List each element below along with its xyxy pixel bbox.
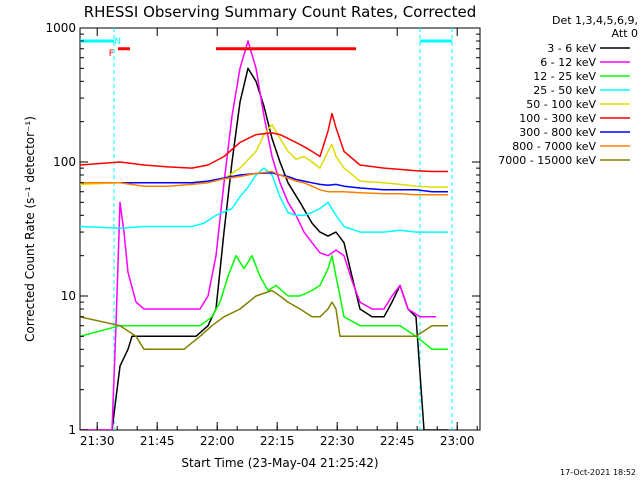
x-tick-label: 22:30 xyxy=(320,434,355,448)
footer-stamp: 17-Oct-2021 18:52 xyxy=(560,468,636,477)
legend-entry-label: 100 - 300 keV xyxy=(519,112,596,125)
legend-entry-label: 50 - 100 keV xyxy=(526,98,596,111)
x-tick-label: 22:15 xyxy=(260,434,295,448)
legend-entry-label: 12 - 25 keV xyxy=(533,70,596,83)
legend-header: Det 1,3,4,5,6,9, xyxy=(552,14,638,27)
series-line-100-300-kev xyxy=(80,112,448,173)
x-tick-label: 22:45 xyxy=(380,434,415,448)
series-line-25-50-kev xyxy=(80,167,448,233)
y-tick-label: 1000 xyxy=(45,21,76,35)
legend-entry-label: 6 - 12 keV xyxy=(540,56,596,69)
legend-entry-label: 7000 - 15000 keV xyxy=(498,154,596,167)
y-axis-label: Corrected Count Rate (s⁻¹ detector⁻¹) xyxy=(23,116,37,342)
chart-title: RHESSI Observing Summary Count Rates, Co… xyxy=(84,3,477,21)
flare-label: F xyxy=(109,49,114,59)
legend-entry-label: 800 - 7000 keV xyxy=(512,140,596,153)
legend-header: Att 0 xyxy=(612,27,638,40)
plot-area: NF 1 10 100 1000 21:30 21:45 22:00 22:15 22:30 2… xyxy=(45,21,481,448)
legend-entry-label: 25 - 50 keV xyxy=(533,84,596,97)
y-tick-label: 1 xyxy=(68,423,76,437)
x-tick-label: 23:00 xyxy=(440,434,475,448)
legend-entry-label: 3 - 6 keV xyxy=(547,42,596,55)
series-line-300-800-kev xyxy=(80,172,448,193)
series-line-7000-15000-kev xyxy=(80,289,448,351)
x-tick-label: 22:00 xyxy=(200,434,235,448)
series-line-800-7000-kev xyxy=(80,170,448,196)
x-tick-label: 21:30 xyxy=(80,434,115,448)
x-axis-label: Start Time (23-May-04 21:25:42) xyxy=(181,456,378,470)
y-tick-label: 100 xyxy=(53,155,76,169)
night-label: N xyxy=(114,37,121,47)
plot-frame xyxy=(79,27,481,431)
series-line-12-25-kev xyxy=(80,254,448,351)
legend-entry-label: 300 - 800 keV xyxy=(519,126,596,139)
x-tick-label: 21:45 xyxy=(140,434,175,448)
series-line-6-12-kev xyxy=(80,40,436,430)
series-line-3-6-kev xyxy=(80,67,448,430)
y-tick-label: 10 xyxy=(61,289,76,303)
